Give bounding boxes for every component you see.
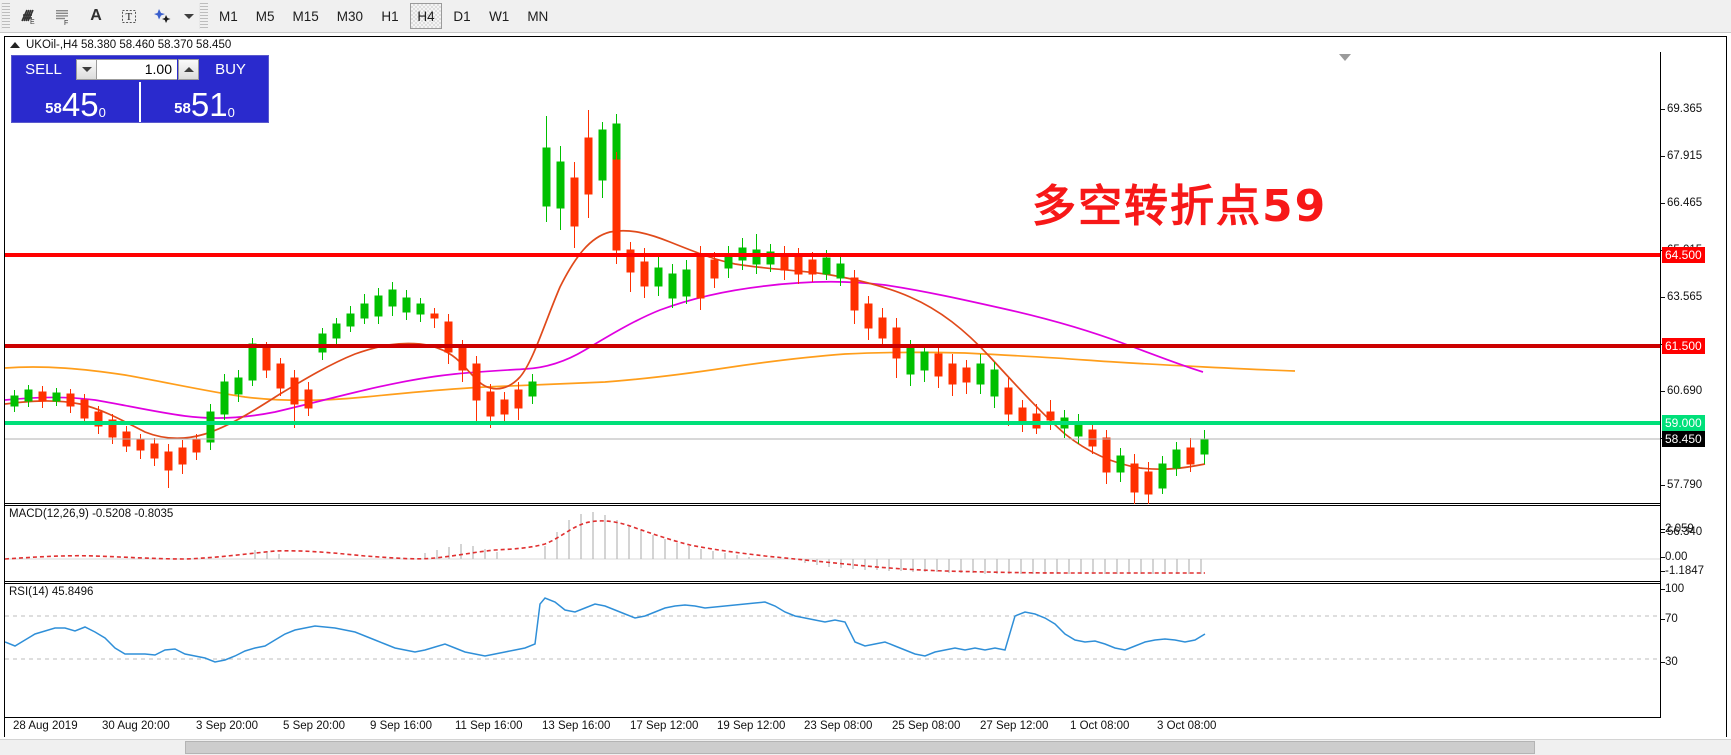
time-tick: 1 Oct 08:00 <box>1070 720 1130 732</box>
time-tick: 17 Sep 12:00 <box>630 720 699 732</box>
chart-text-annotation[interactable]: 多空转折点59 <box>1032 181 1328 232</box>
rsi-pane[interactable]: RSI(14) 45.8496 <box>5 583 1661 718</box>
rsi-chart-svg <box>5 597 1661 663</box>
collapse-triangle-icon[interactable] <box>10 41 20 48</box>
ask-price-integer: 58 <box>174 100 191 117</box>
time-tick: 3 Sep 20:00 <box>196 720 259 732</box>
toolbar-grip[interactable] <box>1 3 10 29</box>
lot-decrease-button[interactable] <box>76 58 97 80</box>
ma-magenta <box>5 280 1204 419</box>
time-tick: 13 Sep 16:00 <box>542 720 611 732</box>
rsi-title: RSI(14) 45.8496 <box>9 586 94 598</box>
timeframe-m1[interactable]: M1 <box>219 8 238 24</box>
bid-price-integer: 58 <box>45 100 62 117</box>
text-box-icon[interactable]: T <box>113 2 145 30</box>
price-tick: 60.690 <box>1661 385 1702 397</box>
ma-red <box>5 229 1206 471</box>
one-click-trading-panel[interactable]: SELL 1.00 BUY 58 45 0 58 51 0 <box>11 55 269 123</box>
time-tick: 25 Sep 08:00 <box>892 720 961 732</box>
price-tick: 56.340 <box>1661 526 1702 538</box>
macd-chart-svg <box>5 512 1661 574</box>
time-tick: 19 Sep 12:00 <box>717 720 786 732</box>
last-price-label-58450: 58.450 <box>1662 431 1705 447</box>
timeframe-m30[interactable]: M30 <box>336 8 364 24</box>
support-label-59000: 59.000 <box>1662 415 1705 431</box>
price-scale[interactable]: 69.365 67.915 66.465 65.015 63.565 62.11… <box>1660 52 1726 719</box>
main-toolbar: E F A T <box>0 0 1731 33</box>
text-label-icon[interactable]: A <box>90 7 102 24</box>
objects-dropdown-icon[interactable] <box>181 2 197 30</box>
macd-title: MACD(12,26,9) -0.5208 -0.8035 <box>9 508 174 520</box>
macd-pane[interactable]: MACD(12,26,9) -0.5208 -0.8035 <box>5 505 1661 582</box>
timeframe-h1[interactable]: H1 <box>381 8 399 24</box>
buy-button[interactable]: BUY <box>215 60 246 78</box>
time-tick: 5 Sep 20:00 <box>283 720 346 732</box>
timeframe-m15[interactable]: M15 <box>292 8 319 24</box>
lot-size-input[interactable]: 1.00 <box>97 58 177 80</box>
timeframe-w1[interactable]: W1 <box>489 8 510 24</box>
price-tick: 69.365 <box>1661 103 1702 115</box>
timeframe-d1[interactable]: D1 <box>453 8 471 24</box>
time-scale[interactable]: 28 Aug 2019 30 Aug 20:00 3 Sep 20:00 5 S… <box>4 718 1727 737</box>
rsi-scale-tick: 30 <box>1661 656 1678 668</box>
macd-scale-tick: 2.059 <box>1661 523 1694 535</box>
ask-price-main: 51 <box>190 86 228 123</box>
rsi-line <box>5 597 1206 663</box>
indicator-list-icon[interactable]: F <box>47 2 79 30</box>
horizontal-scrollbar-thumb[interactable] <box>185 741 1535 754</box>
price-chart-svg <box>5 110 1661 504</box>
resistance-label-64500: 64.500 <box>1662 247 1705 263</box>
ma-orange <box>5 351 1296 402</box>
price-tick: 67.915 <box>1661 150 1702 162</box>
bid-price-main: 45 <box>61 86 99 123</box>
macd-scale-tick: -1.1847 <box>1661 565 1704 577</box>
time-tick: 11 Sep 16:00 <box>455 720 523 732</box>
timeframe-m5[interactable]: M5 <box>255 8 275 24</box>
svg-text:F: F <box>64 20 68 26</box>
symbol-info-bar: UKOil-,H4 58.380 58.460 58.370 58.450 <box>5 37 1726 52</box>
time-tick: 23 Sep 08:00 <box>804 720 873 732</box>
objects-icon[interactable] <box>147 2 179 30</box>
period-separator-marker-icon <box>1339 54 1351 61</box>
expert-advisors-icon[interactable]: E <box>13 2 45 30</box>
svg-text:E: E <box>30 19 35 26</box>
candlestick-series <box>10 110 1209 504</box>
trade-panel-header: SELL 1.00 BUY <box>12 56 268 82</box>
price-tick: 63.565 <box>1661 291 1702 303</box>
rsi-scale-tick: 70 <box>1661 613 1678 625</box>
price-tick: 57.790 <box>1661 479 1702 491</box>
rsi-scale-tick: 100 <box>1661 583 1684 595</box>
price-tick: 66.465 <box>1661 197 1702 209</box>
svg-text:T: T <box>126 11 133 23</box>
bid-price-point: 0 <box>98 105 106 120</box>
time-tick: 9 Sep 16:00 <box>370 720 433 732</box>
time-tick: 28 Aug 2019 <box>13 720 78 732</box>
timeframe-h4[interactable]: H4 <box>410 3 443 29</box>
lot-increase-button[interactable] <box>178 58 199 80</box>
sell-button[interactable]: SELL <box>25 60 62 78</box>
ask-quote[interactable]: 58 51 0 <box>139 82 268 122</box>
trade-panel-quotes: 58 45 0 58 51 0 <box>12 82 268 122</box>
bid-quote[interactable]: 58 45 0 <box>12 82 139 122</box>
ask-price-point: 0 <box>227 105 235 120</box>
horizontal-scrollbar[interactable] <box>0 739 1731 755</box>
timeframe-toolbar-grip[interactable] <box>199 3 208 29</box>
symbol-info-text: UKOil-,H4 58.380 58.460 58.370 58.450 <box>26 38 232 51</box>
time-tick: 27 Sep 12:00 <box>980 720 1049 732</box>
resistance-label-61500: 61.500 <box>1662 338 1705 354</box>
chart-area[interactable]: UKOil-,H4 58.380 58.460 58.370 58.450 <box>4 36 1727 719</box>
macd-histogram <box>254 512 1202 574</box>
timeframe-mn[interactable]: MN <box>527 8 549 24</box>
macd-signal-line <box>5 520 1205 574</box>
time-tick: 30 Aug 20:00 <box>102 720 170 732</box>
time-tick: 3 Oct 08:00 <box>1157 720 1217 732</box>
macd-scale-tick: 0.00 <box>1661 551 1687 563</box>
price-pane[interactable]: 多空转折点59 <box>5 52 1661 504</box>
